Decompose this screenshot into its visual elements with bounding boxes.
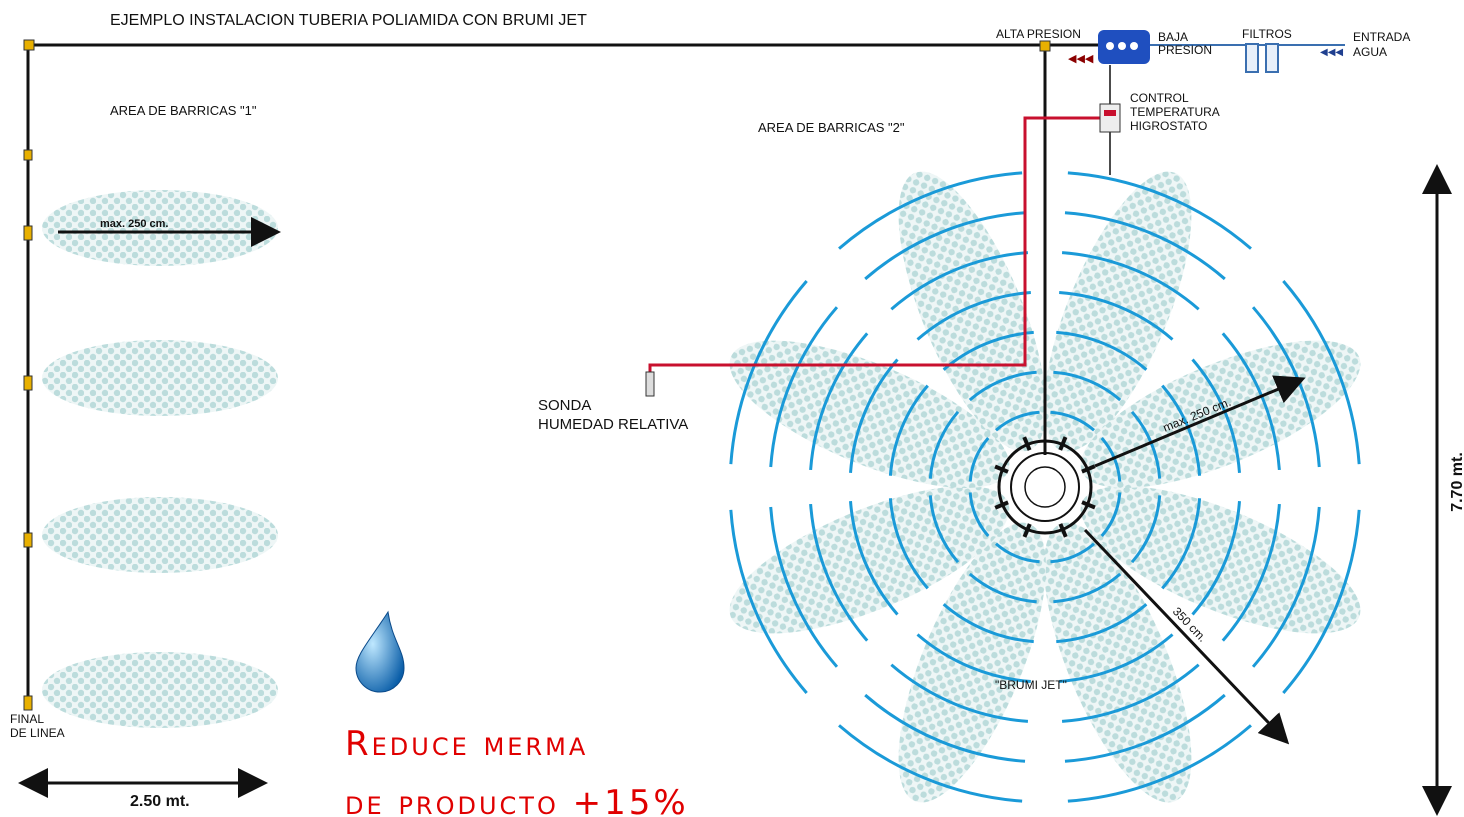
nozzles	[23, 39, 1051, 711]
spray-arc	[1100, 492, 1122, 538]
spray-zone	[729, 486, 1010, 634]
spray-zone	[1044, 522, 1192, 803]
label: "BRUMI JET"	[995, 678, 1067, 692]
label: 7.70 mt.	[1449, 452, 1464, 512]
controller-display	[1104, 110, 1116, 116]
spray-arc	[1067, 724, 1252, 803]
flow-arrows: ◀◀◀ ◀◀◀	[1068, 47, 1343, 65]
spray-arc	[968, 492, 990, 538]
spray-arc	[994, 410, 1040, 432]
spray-arc	[928, 495, 960, 564]
jet-nozzle	[1081, 464, 1096, 474]
spray-arc	[1064, 211, 1226, 281]
spray-arc	[888, 498, 929, 590]
jet-nozzle	[1058, 523, 1068, 538]
spray-arc	[1067, 171, 1252, 250]
pump	[1098, 30, 1150, 64]
spray-zone	[898, 171, 1046, 452]
filters	[1245, 43, 1279, 73]
spray-zones	[729, 171, 1361, 803]
jet-nozzle	[1058, 436, 1068, 451]
spray-arc	[1251, 506, 1321, 668]
spray-arc	[1130, 495, 1162, 564]
spray-zone	[729, 340, 1010, 488]
label: FINAL DE LINEA	[10, 712, 65, 740]
label: CONTROL TEMPERATURA HIGROSTATO	[1130, 91, 1220, 133]
spray-arc	[729, 509, 808, 694]
spray-arcs	[729, 171, 1361, 803]
barrel-zones	[42, 190, 278, 728]
jet-nozzle	[1081, 500, 1096, 510]
spray-arc	[864, 211, 1026, 281]
spray-arc	[916, 291, 1031, 341]
label: ALTA PRESION	[996, 27, 1081, 41]
spray-arc	[1221, 503, 1281, 642]
promo-text: de producto +15%	[345, 783, 689, 817]
spray-arc	[1053, 370, 1122, 402]
label: AREA DE BARRICAS "1"	[110, 103, 257, 118]
svg-text:◀◀◀: ◀◀◀	[1068, 53, 1094, 65]
spray-arc	[1282, 509, 1361, 694]
spray-arc	[838, 724, 1023, 803]
spray-arc	[928, 410, 960, 479]
label: FILTROS	[1242, 27, 1292, 41]
spray-arc	[849, 501, 899, 616]
jet-nozzle	[994, 500, 1009, 510]
spray-arc	[890, 251, 1029, 311]
spray-arc	[1056, 330, 1148, 371]
spray-arc	[1282, 280, 1361, 465]
jet-nozzle	[994, 464, 1009, 474]
spray-zone	[1080, 486, 1361, 634]
spray-arc	[1191, 501, 1241, 616]
controller	[1099, 103, 1121, 133]
spray-arc	[1061, 251, 1200, 311]
spray-arc	[890, 663, 1029, 723]
spray-arc	[968, 370, 1037, 402]
brumi-jet	[994, 436, 1096, 538]
label: SONDA HUMEDAD RELATIVA	[538, 397, 688, 433]
svg-text:◀◀◀: ◀◀◀	[1320, 47, 1343, 58]
spray-arc	[1056, 603, 1148, 644]
spray-arc	[809, 503, 869, 642]
spray-arc	[1053, 572, 1122, 604]
promo-text: Reduce merma	[345, 724, 588, 764]
spray-zone	[898, 522, 1046, 803]
spray-arc	[838, 171, 1023, 250]
label: 2.50 mt.	[130, 793, 190, 810]
spray-arc	[1050, 410, 1096, 432]
arrows	[18, 164, 1452, 816]
spray-arc	[968, 572, 1037, 604]
spray-arc	[1161, 498, 1202, 590]
spray-zone	[1044, 171, 1192, 452]
jet-nozzle	[1022, 436, 1032, 451]
spray-arc	[864, 693, 1026, 763]
spray-arc	[968, 436, 990, 482]
spray-arc	[769, 306, 839, 468]
label: AREA DE BARRICAS "2"	[758, 120, 905, 135]
spray-arc	[849, 358, 899, 473]
spray-arc	[888, 384, 929, 476]
label: BAJA PRESION	[1158, 30, 1212, 57]
label: max. 250 cm.	[100, 218, 169, 230]
spray-arc	[769, 506, 839, 668]
label: ENTRADA AGUA	[1353, 30, 1410, 59]
spray-arc	[1059, 291, 1174, 341]
spray-arc	[916, 633, 1031, 683]
probe	[645, 371, 655, 397]
title: EJEMPLO INSTALACION TUBERIA POLIAMIDA CO…	[110, 12, 587, 29]
water-drop	[355, 610, 405, 693]
spray-arc	[809, 332, 869, 471]
spray-arc	[1059, 633, 1174, 683]
spray-arc	[1050, 542, 1096, 564]
jet-nozzle	[1022, 523, 1032, 538]
spray-arc	[942, 603, 1034, 644]
spray-arc	[994, 542, 1040, 564]
spray-arc	[1061, 663, 1200, 723]
spray-arc	[1064, 693, 1226, 763]
